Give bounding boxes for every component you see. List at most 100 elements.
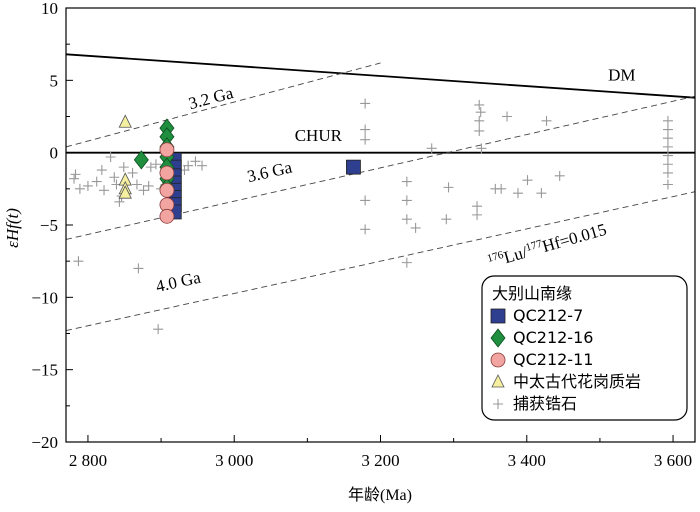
ref-line-3-2-ga — [66, 62, 381, 148]
y-tick-label: 0 — [50, 144, 59, 163]
point-plus — [475, 107, 486, 118]
point-circle — [159, 165, 175, 181]
point-plus — [69, 173, 80, 184]
point-circle — [159, 208, 175, 224]
point-plus — [145, 162, 156, 173]
x-axis-label: 年龄(Ma) — [348, 486, 412, 504]
legend-label: QC212-11 — [513, 350, 593, 369]
line-labels: DM CHUR 3.2 Ga 3.6 Ga 4.0 Ga 176Lu/177Hf=0.01… — [154, 65, 636, 296]
point-plus — [133, 263, 144, 274]
point-plus — [401, 195, 412, 206]
point-plus — [662, 133, 673, 144]
point-plus — [496, 183, 507, 194]
point-plus — [662, 115, 673, 126]
point-plus — [662, 124, 673, 135]
point-circle — [159, 142, 175, 158]
ref-label-4-0-ga: 4.0 Ga — [154, 268, 203, 296]
point-plus — [472, 201, 483, 212]
point-plus — [554, 170, 565, 181]
point-triangle — [118, 185, 132, 199]
x-tick-label: 3 200 — [361, 451, 399, 470]
legend-marker-plus — [493, 399, 503, 409]
point-plus — [410, 222, 421, 233]
point-plus — [197, 160, 208, 171]
legend-label: 捕获锆石 — [513, 394, 577, 413]
point-plus — [70, 169, 81, 180]
point-plus — [536, 188, 547, 199]
point-plus — [190, 156, 201, 167]
ref-label-3-2-ga: 3.2 Ga — [187, 83, 236, 113]
point-plus — [360, 124, 371, 135]
legend-label: QC212-16 — [513, 328, 593, 347]
point-plus — [401, 257, 412, 268]
legend-marker-circle — [490, 352, 506, 368]
legend-marker-diamond — [490, 328, 506, 348]
legend: 大别山南缘 QC212-7 QC212-16 QC212-11 中太古代花岗质岩捕获锆… — [481, 275, 688, 421]
point-plus — [153, 324, 164, 335]
point-plus — [360, 224, 371, 235]
point-diamond — [133, 150, 149, 170]
point-plus — [662, 141, 673, 152]
point-plus — [662, 167, 673, 178]
x-tick-label: 3 600 — [654, 451, 692, 470]
point-plus — [150, 159, 161, 170]
legend-box — [481, 275, 688, 421]
point-plus — [513, 188, 524, 199]
point-plus — [360, 98, 371, 109]
legend-title: 大别山南缘 — [492, 284, 572, 303]
point-circle — [159, 182, 175, 198]
point-plus — [73, 256, 84, 267]
point-plus — [401, 214, 412, 225]
y-tick-label: −10 — [31, 288, 58, 307]
point-plus — [127, 167, 138, 178]
point-plus — [82, 180, 93, 191]
point-plus — [118, 162, 129, 173]
point-plus — [541, 115, 552, 126]
point-plus — [474, 125, 485, 136]
point-plus — [474, 99, 485, 110]
point-plus — [91, 176, 102, 187]
point-plus — [502, 111, 513, 122]
ref-line-4-0-ga — [66, 191, 695, 332]
y-tick-label: 10 — [41, 0, 58, 18]
y-axis-label: εHf(t) — [3, 208, 22, 248]
y-tick-label: −20 — [31, 433, 58, 452]
x-axis-ticks: 2 800 3 000 3 200 3 400 3 600 — [69, 435, 692, 470]
y-axis-ticks: −20 −15 −10 −5 0 5 10 — [31, 0, 73, 452]
point-plus — [472, 209, 483, 220]
point-plus — [131, 179, 142, 190]
point-plus — [360, 134, 371, 145]
y-tick-label: −5 — [40, 216, 58, 235]
point-plus — [474, 115, 485, 126]
data-points — [69, 98, 673, 335]
point-plus — [143, 180, 154, 191]
x-tick-label: 2 800 — [69, 451, 107, 470]
ref-label-chur: CHUR — [295, 126, 343, 145]
point-plus — [360, 195, 371, 206]
x-tick-label: 3 400 — [508, 451, 546, 470]
point-plus — [522, 175, 533, 186]
y-tick-label: 5 — [50, 71, 59, 90]
point-plus — [441, 214, 452, 225]
point-plus — [443, 182, 454, 193]
point-plus — [138, 185, 149, 196]
point-plus — [662, 159, 673, 170]
point-plus — [662, 150, 673, 161]
x-tick-label: 3 000 — [215, 451, 253, 470]
point-plus — [74, 183, 85, 194]
ref-line-3-6-ga — [66, 95, 695, 240]
point-plus — [183, 160, 194, 171]
point-square — [346, 159, 361, 175]
ref-label-3-6-ga: 3.6 Ga — [245, 158, 294, 187]
legend-marker-square — [490, 308, 506, 324]
y-tick-label: −15 — [31, 361, 58, 380]
point-plus — [96, 165, 107, 176]
ref-line-dm — [66, 53, 695, 99]
legend-label: 中太古代花岗质岩 — [513, 372, 641, 391]
point-plus — [662, 179, 673, 190]
legend-label: QC212-7 — [513, 306, 583, 325]
ref-label-dm: DM — [608, 65, 635, 84]
point-plus — [99, 185, 110, 196]
point-plus — [476, 143, 487, 154]
